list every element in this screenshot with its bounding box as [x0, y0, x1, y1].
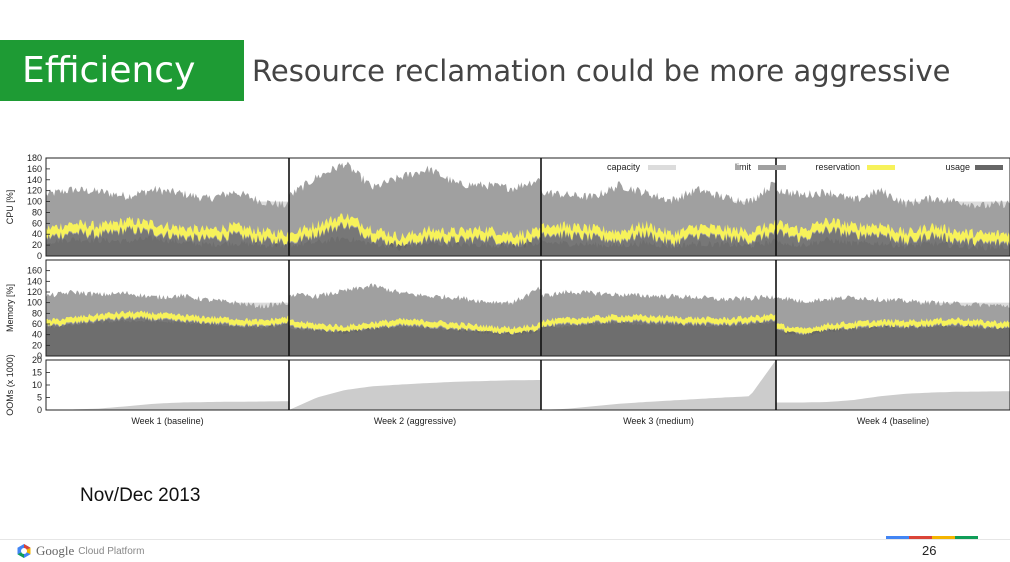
week-label: Week 3 (medium): [623, 416, 694, 426]
memory-reservation-band-week-3: [541, 313, 776, 328]
cloud-platform-hexagon-icon: [17, 544, 31, 558]
memory-tick-label: 20: [32, 340, 42, 350]
cpu-tick-label: 160: [27, 164, 42, 174]
week-label: Week 1 (baseline): [131, 416, 203, 426]
footer-brand: Google: [36, 543, 75, 558]
cpu-reservation-band-week-3: [541, 219, 776, 247]
week-label: Week 4 (baseline): [857, 416, 929, 426]
cpu-reservation-band-week-4: [776, 217, 1010, 247]
ooms-axis-label: OOMs (x 1000): [5, 354, 15, 416]
google-cloud-platform-logo: Google Cloud Platform: [16, 541, 144, 561]
memory-tick-label: 140: [27, 276, 42, 286]
ooms-tick-label: 5: [37, 393, 42, 403]
ooms-area-week-3: [541, 360, 776, 410]
footer-product: Cloud Platform: [78, 545, 145, 557]
ooms-area-week-1: [46, 401, 289, 410]
memory-axis-label: Memory [%]: [5, 284, 15, 332]
cpu-tick-label: 100: [27, 197, 42, 207]
ooms-tick-label: 15: [32, 368, 42, 378]
ooms-tick-label: 0: [37, 405, 42, 415]
cpu-tick-label: 180: [27, 153, 42, 163]
strip-blue: [886, 536, 909, 539]
cpu-reservation-band-week-1: [46, 216, 289, 246]
cpu-usage-fill-week-3: [541, 229, 776, 256]
legend-label-limit: limit: [735, 162, 751, 172]
cpu-tick-label: 80: [32, 207, 42, 217]
memory-tick-label: 60: [32, 319, 42, 329]
memory-tick-label: 160: [27, 266, 42, 276]
legend-label-usage: usage: [945, 162, 970, 172]
legend-label-reservation: reservation: [815, 162, 860, 172]
strip-red: [909, 536, 932, 539]
memory-reservation-band-week-1: [46, 310, 289, 328]
strip-green: [955, 536, 978, 539]
cpu-usage-fill-week-1: [46, 226, 289, 256]
ooms-area-week-4: [776, 391, 1010, 410]
legend-swatch-capacity: [648, 165, 676, 170]
footer-color-strip: [886, 536, 978, 539]
memory-usage-fill-week-2: [289, 324, 541, 356]
cpu-panel-frame: [45, 157, 1010, 257]
cpu-tick-label: 40: [32, 229, 42, 239]
cpu-reservation-band-week-2: [289, 213, 541, 250]
memory-panel-frame: [45, 259, 1010, 357]
cpu-axis-label: CPU [%]: [5, 190, 15, 225]
section-title: Efficiency: [0, 40, 244, 101]
strip-yellow: [932, 536, 955, 539]
cpu-usage-fill-week-2: [289, 223, 541, 256]
cpu-tick-label: 140: [27, 175, 42, 185]
legend-swatch-reservation: [867, 165, 895, 170]
ooms-tick-label: 10: [32, 380, 42, 390]
memory-tick-label: 100: [27, 298, 42, 308]
footer-divider: [0, 539, 1010, 540]
cpu-tick-label: 120: [27, 186, 42, 196]
cpu-tick-label: 0: [37, 251, 42, 261]
cpu-tick-label: 20: [32, 240, 42, 250]
memory-tick-label: 40: [32, 330, 42, 340]
memory-usage-fill-week-3: [541, 319, 776, 356]
memory-tick-label: 80: [32, 308, 42, 318]
memory-tick-label: 120: [27, 287, 42, 297]
memory-usage-fill-week-1: [46, 316, 289, 356]
date-note: Nov/Dec 2013: [80, 485, 201, 506]
legend-swatch-usage: [975, 165, 1003, 170]
week-label: Week 2 (aggressive): [374, 416, 456, 426]
legend-swatch-limit: [758, 165, 786, 170]
cpu-tick-label: 60: [32, 218, 42, 228]
legend-label-capacity: capacity: [607, 162, 641, 172]
page-number: 26: [922, 543, 937, 558]
cpu-usage-fill-week-4: [776, 227, 1010, 256]
ooms-tick-label: 20: [32, 355, 42, 365]
memory-usage-fill-week-4: [776, 323, 1010, 356]
ooms-area-week-2: [289, 380, 541, 410]
memory-tick-label: 0: [37, 351, 42, 361]
slide-subtitle: Resource reclamation could be more aggre…: [252, 54, 951, 88]
